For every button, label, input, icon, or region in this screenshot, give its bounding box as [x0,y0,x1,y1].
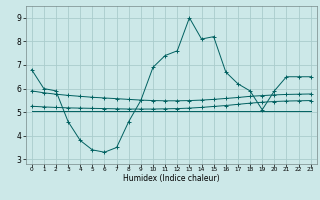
X-axis label: Humidex (Indice chaleur): Humidex (Indice chaleur) [123,174,220,183]
